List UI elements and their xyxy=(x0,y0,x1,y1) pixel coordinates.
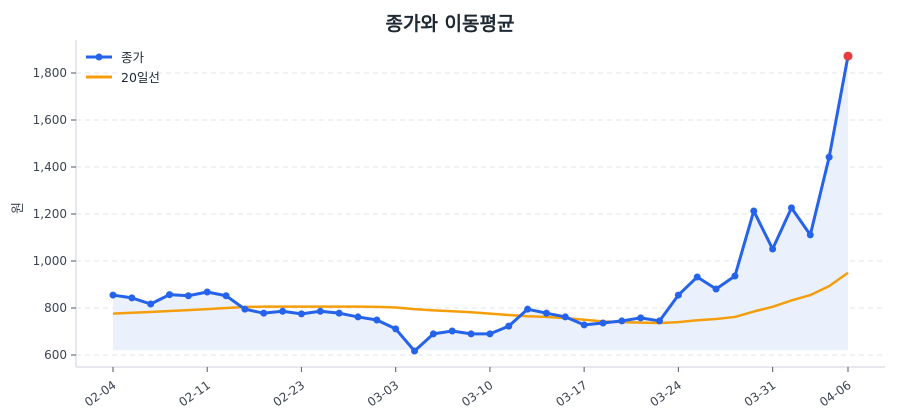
data-point xyxy=(297,310,305,318)
data-point xyxy=(618,317,626,325)
data-point xyxy=(335,309,343,317)
legend: 종가 20일선 xyxy=(86,50,160,85)
data-point xyxy=(147,300,155,308)
data-point xyxy=(599,319,607,327)
data-point xyxy=(429,330,437,338)
highlight-point xyxy=(843,51,853,61)
y-tick-label: 1,200 xyxy=(33,207,67,221)
data-point xyxy=(524,305,532,313)
y-tick-label: 1,400 xyxy=(33,160,67,174)
data-point xyxy=(166,291,174,299)
y-axis-label: 원 xyxy=(11,202,26,214)
data-point xyxy=(392,325,400,333)
data-point xyxy=(354,313,362,321)
x-tick-label: 03-17 xyxy=(553,378,590,409)
data-point xyxy=(448,327,456,335)
data-point xyxy=(825,153,833,161)
data-point xyxy=(656,317,664,325)
data-point xyxy=(260,309,268,317)
data-point xyxy=(486,330,494,338)
legend-label: 20일선 xyxy=(121,70,160,85)
data-point xyxy=(580,321,588,329)
data-point xyxy=(279,307,287,315)
data-point xyxy=(750,207,758,215)
data-point xyxy=(712,285,720,293)
data-point xyxy=(241,305,249,313)
data-point xyxy=(222,292,230,300)
data-point xyxy=(693,273,701,281)
data-point xyxy=(769,245,777,253)
data-point xyxy=(731,272,739,280)
close-price-area xyxy=(113,56,848,352)
data-point xyxy=(637,314,645,322)
data-point xyxy=(316,307,324,315)
y-tick-label: 1,000 xyxy=(33,254,67,268)
x-tick-label: 03-24 xyxy=(648,378,685,409)
data-point xyxy=(411,347,419,355)
data-point xyxy=(505,322,513,330)
x-axis-ticks: 02-04 02-11 02-23 03-03 03-10 03-17 03-24 03-31… xyxy=(82,367,854,409)
x-tick-label: 02-11 xyxy=(176,378,213,409)
y-tick-label: 800 xyxy=(44,301,67,315)
data-point xyxy=(467,330,475,338)
y-tick-label: 1,600 xyxy=(33,113,67,127)
data-point xyxy=(128,294,136,302)
data-point xyxy=(109,291,117,299)
data-point xyxy=(806,231,814,239)
x-tick-label: 03-31 xyxy=(742,378,779,409)
y-axis-ticks: 600 800 1,000 1,200 1,400 1,600 1,800 xyxy=(33,66,76,362)
data-point xyxy=(184,292,192,300)
data-point xyxy=(674,291,682,299)
ma20-line xyxy=(112,271,849,325)
data-point xyxy=(373,316,381,324)
close-price-line xyxy=(109,51,853,355)
x-tick-label: 02-04 xyxy=(82,378,119,409)
x-tick-label: 03-10 xyxy=(459,378,496,409)
chart-title: 종가와 이동평균 xyxy=(385,13,515,35)
y-tick-label: 600 xyxy=(44,348,67,362)
data-point xyxy=(542,309,550,317)
axes xyxy=(75,40,885,368)
data-point xyxy=(203,288,211,296)
data-point xyxy=(787,204,795,212)
y-tick-label: 1,800 xyxy=(33,66,67,80)
x-tick-label: 02-23 xyxy=(271,378,308,409)
x-tick-label: 04-06 xyxy=(817,378,854,409)
legend-label: 종가 xyxy=(121,50,145,65)
x-tick-label: 03-03 xyxy=(365,378,402,409)
data-point xyxy=(561,313,569,321)
